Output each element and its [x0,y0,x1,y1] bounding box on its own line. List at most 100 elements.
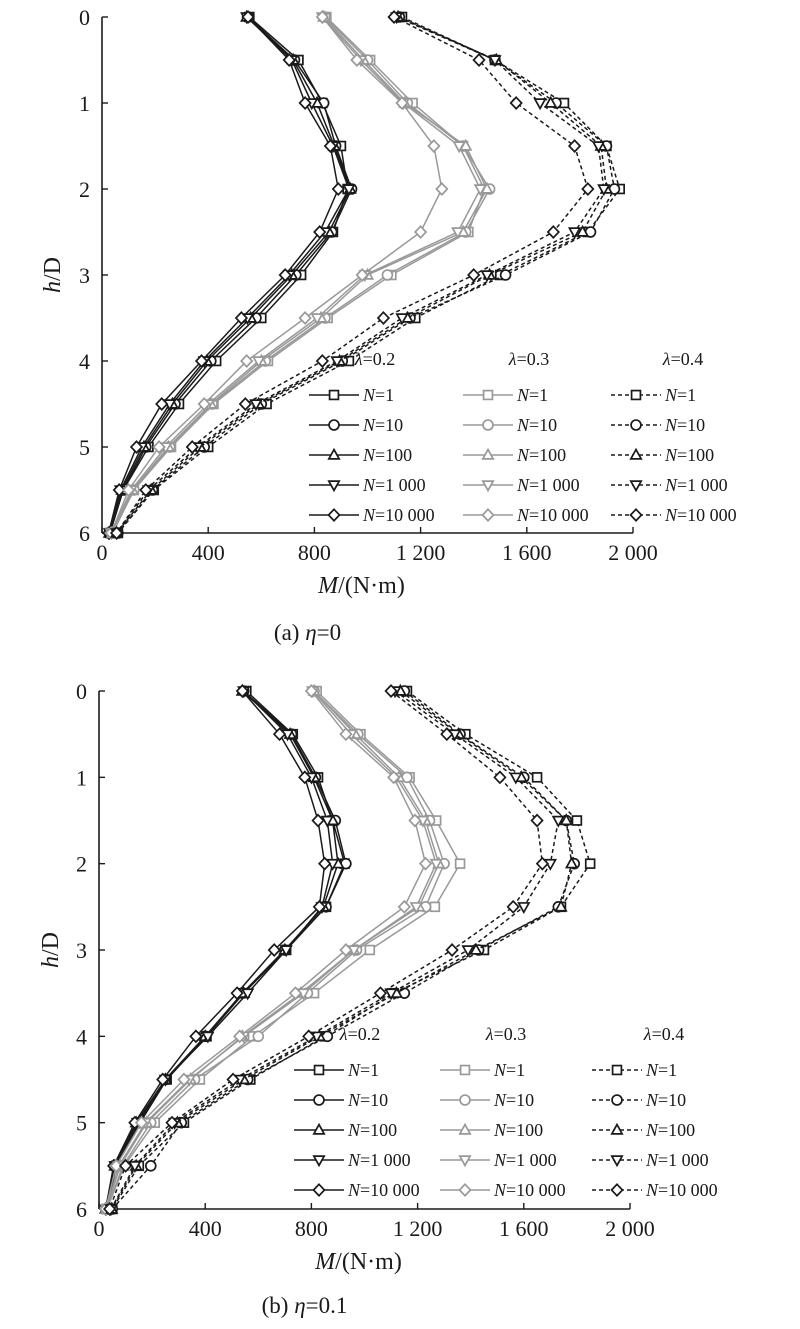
data-point [139,483,153,497]
y-axis-label: h/D [38,932,64,968]
legend-marker [327,508,341,522]
data-point [201,1031,215,1044]
data-point [533,98,547,111]
y-tick-label: 5 [76,1111,87,1136]
data-point [584,858,596,869]
legend-n-var: N [362,385,376,405]
data-point [517,902,531,915]
y-tick-label: 6 [76,1197,87,1222]
legend-entry-label: N=1 000 [516,475,580,495]
legend-marker [482,419,494,431]
caption-value: =0 [317,620,341,645]
legend-entry-label: N=100 [362,445,412,465]
data-point [408,813,422,828]
data-point [109,1158,123,1173]
y-tick-label: 2 [79,177,90,202]
legend-n-var: N [516,505,530,525]
legend-marker [312,1183,326,1197]
data-point [339,943,353,957]
legend-marker [610,1183,624,1197]
data-point [575,224,590,237]
x-tick-label: 2 000 [608,540,658,565]
legend-entry-label: N=1 000 [347,1150,411,1170]
data-point [320,815,334,828]
legend-n-value: =10 000 [677,505,737,525]
legend-n-var: N [493,1120,507,1140]
data-point [282,53,296,67]
legend-n-var: N [347,1060,361,1080]
data-point [567,139,582,153]
y-tick-label: 3 [76,938,87,963]
legend-n-var: N [347,1120,361,1140]
legend-entry-label: N=1 000 [664,475,728,495]
legend-entry-label: N=100 [664,445,714,465]
data-point [535,856,550,871]
caption-eta: η [305,620,316,645]
data-point [298,311,312,325]
data-point [288,986,303,1001]
legend-n-value: =1 [360,1060,379,1080]
legend-entry-label: N=100 [645,1120,695,1140]
data-point [323,139,337,153]
legend-marker [328,419,340,431]
legend-n-var: N [664,505,678,525]
legend-entry-label: N=100 [347,1120,397,1140]
data-point [395,96,409,110]
legend-marker [630,389,642,401]
legend-n-var: N [347,1090,361,1110]
legend-entry-label: N=1 [664,385,696,405]
data-point [384,988,398,1001]
data-point [493,770,507,785]
legend-lambda-value: =0.4 [652,1024,685,1044]
legend-n-var: N [362,415,376,435]
data-point [339,727,353,742]
data-point [451,227,465,240]
legend-n-var: N [664,385,678,405]
series-λ=0.2-N=1000 [98,686,340,1217]
data-point [238,397,253,411]
legend-n-var: N [516,385,530,405]
data-point [144,1160,157,1172]
data-point [315,354,330,368]
legend-lambda-symbol: λ [339,1024,348,1044]
series-λ=0.4-N=10000 [109,10,595,540]
legend-n-value: =100 [529,445,566,465]
legend-n-var: N [493,1180,507,1200]
legend-n-var: N [362,475,376,495]
legend-group-header: λ=0.4 [643,1024,684,1044]
data-point [509,96,523,110]
series-λ=0.2-N=10 [104,11,358,539]
legend-entry-label: N=10 000 [664,505,737,525]
data-point [249,399,263,412]
legend-lambda-symbol: λ [354,349,363,369]
legend-n-value: =10 [506,1090,534,1110]
x-tick-label: 800 [295,1216,328,1241]
legend-n-var: N [362,505,376,525]
legend-marker [313,1094,325,1106]
legend-n-value: =1 [658,1060,677,1080]
legend-n-value: =100 [658,1120,695,1140]
legend-n-var: N [645,1090,659,1110]
x-axis-label-unit: /(N·m) [335,1249,402,1275]
legend-entry-label: N=1 [347,1060,379,1080]
series-line [104,690,326,1210]
legend-n-value: =1 [375,385,394,405]
data-point [581,182,595,196]
data-point [152,440,166,454]
legend-n-var: N [645,1150,659,1170]
data-point [112,483,126,497]
y-tick-label: 6 [79,521,90,546]
legend-marker [312,1155,326,1168]
data-point [197,397,211,411]
data-point [418,856,433,871]
data-point [185,440,199,454]
legend-n-var: N [516,445,530,465]
legend-n-var: N [516,415,530,435]
legend-n-value: =1 000 [360,1150,411,1170]
legend-marker [481,508,495,522]
legend-marker [630,419,642,431]
data-point [165,1115,179,1130]
data-point [597,184,611,197]
